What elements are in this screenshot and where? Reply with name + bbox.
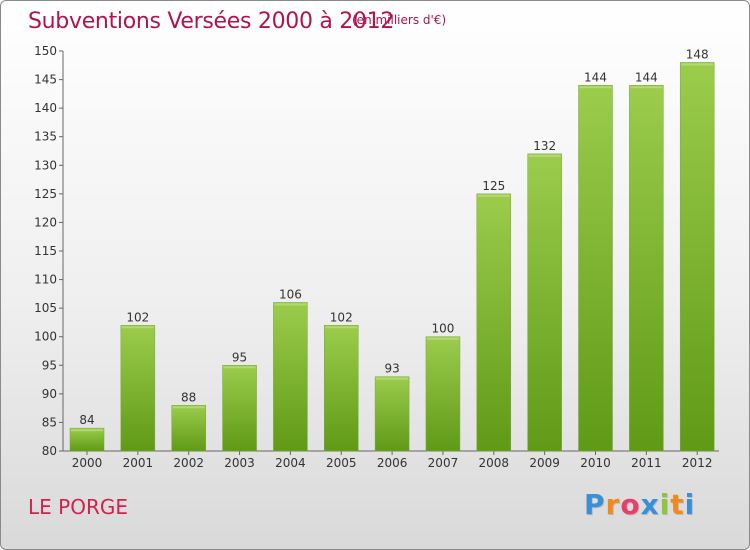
bar-highlight	[376, 377, 409, 380]
bar-2010	[578, 85, 613, 452]
data-label-2008: 125	[482, 179, 505, 193]
x-tick-label-2002: 2002	[173, 456, 204, 470]
y-tick-label: 95	[42, 358, 57, 372]
bar-2008	[476, 193, 512, 452]
x-tick-label-2011: 2011	[631, 456, 662, 470]
bar-2002	[171, 405, 206, 452]
x-tick-label-2010: 2010	[580, 456, 611, 470]
y-tick-label: 100	[34, 330, 57, 344]
bar-highlight	[426, 337, 459, 340]
y-tick-label: 130	[34, 158, 57, 172]
data-label-2001: 102	[126, 310, 149, 324]
data-label-2002: 88	[181, 390, 196, 404]
bar-2003	[222, 365, 257, 452]
bar-highlight	[579, 86, 612, 89]
proxiti-logo: Proxiti	[584, 488, 695, 521]
bar-highlight	[223, 366, 256, 369]
x-tick-label-2001: 2001	[123, 456, 154, 470]
logo-letter: r	[605, 488, 621, 521]
data-label-2011: 144	[635, 70, 658, 84]
y-tick-label: 85	[42, 415, 57, 429]
logo-letter: o	[620, 488, 641, 521]
logo-letter: P	[584, 488, 606, 521]
bar-highlight	[274, 303, 307, 306]
x-tick-label-2012: 2012	[682, 456, 713, 470]
bar-2005	[324, 325, 359, 452]
y-tick-label: 150	[34, 44, 57, 58]
bar-highlight	[477, 194, 510, 197]
data-label-2007: 100	[431, 322, 454, 336]
chart-subtitle: (en milliers d'€)	[352, 13, 447, 27]
y-tick-label: 120	[34, 215, 57, 229]
x-tick-label-2008: 2008	[479, 456, 510, 470]
bar-2004	[273, 302, 308, 452]
x-tick-label-2009: 2009	[529, 456, 560, 470]
y-tick-label: 80	[42, 444, 57, 458]
data-label-2005: 102	[330, 310, 353, 324]
logo-letter: i	[684, 488, 696, 521]
city-name: LE PORGE	[28, 495, 128, 519]
bar-highlight	[172, 406, 205, 409]
bar-highlight	[630, 86, 663, 89]
data-label-2012: 148	[686, 47, 709, 61]
y-tick-label: 115	[34, 244, 57, 258]
data-label-2000: 84	[79, 413, 94, 427]
bar-2012	[679, 62, 715, 452]
x-tick-label-2004: 2004	[275, 456, 306, 470]
logo-letter: i	[659, 488, 671, 521]
x-tick-label-2007: 2007	[428, 456, 459, 470]
y-tick-label: 145	[34, 73, 57, 87]
bar-highlight	[121, 326, 154, 329]
data-label-2004: 106	[279, 287, 302, 301]
x-tick-label-2005: 2005	[326, 456, 357, 470]
bar-2007	[425, 336, 461, 452]
y-tick-label: 125	[34, 187, 57, 201]
logo-letter: t	[670, 488, 685, 521]
data-label-2010: 144	[584, 70, 607, 84]
chart-title: Subventions Versées 2000 à 2012	[28, 9, 395, 34]
bar-2009	[527, 153, 562, 452]
data-label-2009: 132	[533, 139, 556, 153]
x-tick-label-2000: 2000	[72, 456, 103, 470]
bar-2001	[120, 325, 156, 452]
y-tick-label: 140	[34, 101, 57, 115]
y-tick-label: 105	[34, 301, 57, 315]
chart-labels: 84 2000 102 2001 88 2002 95 2003 106 2004 102 2005 9…	[72, 47, 713, 470]
bar-2000	[69, 427, 105, 452]
bar-highlight	[681, 63, 714, 66]
bar-2006	[374, 376, 410, 452]
bar-highlight	[528, 154, 561, 157]
data-label-2006: 93	[384, 362, 399, 376]
chart-axes: 80 85 90 95 100 105 110 115 120 125 130 135 140 145 15…	[34, 44, 719, 458]
x-tick-label-2006: 2006	[377, 456, 408, 470]
logo-letter: x	[640, 488, 660, 521]
bar-2011	[629, 85, 664, 452]
data-label-2003: 95	[232, 350, 247, 364]
y-tick-label: 110	[34, 273, 57, 287]
x-tick-label-2003: 2003	[224, 456, 255, 470]
bar-highlight	[71, 429, 103, 432]
y-tick-label: 90	[42, 387, 57, 401]
y-tick-label: 135	[34, 130, 57, 144]
bar-highlight	[325, 326, 358, 329]
chart-bars	[69, 62, 715, 452]
